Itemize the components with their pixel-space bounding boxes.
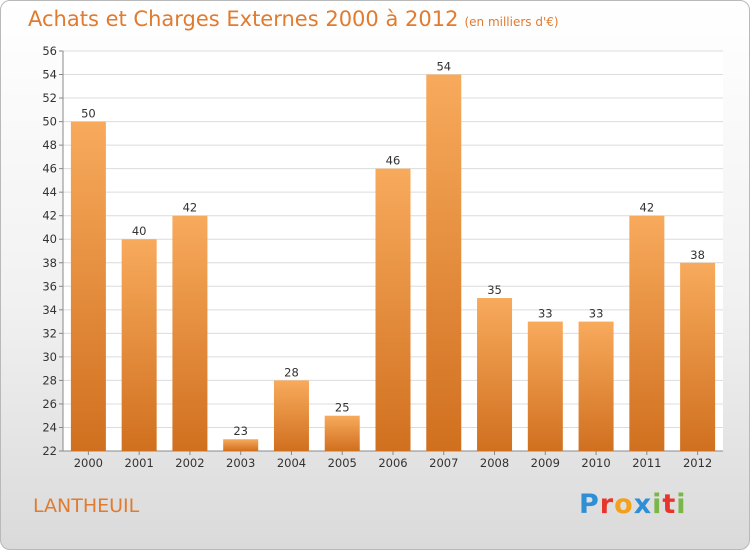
y-tick-label: 52 — [42, 91, 57, 105]
chart-title: Achats et Charges Externes 2000 à 2012 — [28, 7, 459, 31]
y-tick-label: 24 — [42, 420, 57, 434]
chart-subtitle: (en milliers d'€) — [464, 15, 559, 29]
y-tick-label: 34 — [42, 303, 57, 317]
x-tick-label-2009: 2009 — [531, 456, 560, 470]
x-tick-label-2006: 2006 — [378, 456, 407, 470]
y-tick-label: 38 — [42, 256, 57, 270]
y-tick-label: 56 — [42, 44, 57, 58]
y-tick-label: 26 — [42, 397, 57, 411]
y-tick-label: 30 — [42, 350, 57, 364]
y-tick-label: 40 — [42, 232, 57, 246]
y-tick-label: 28 — [42, 373, 57, 387]
y-tick-label: 50 — [42, 115, 57, 129]
y-tick-label: 32 — [42, 326, 57, 340]
y-tick-label: 36 — [42, 279, 57, 293]
bar-2005 — [324, 415, 360, 451]
data-label-2001: 40 — [132, 224, 147, 238]
data-label-2009: 33 — [538, 307, 553, 321]
data-label-2000: 50 — [81, 107, 96, 121]
bar-2009 — [527, 321, 563, 451]
y-tick-label: 46 — [42, 162, 57, 176]
y-tick-label: 42 — [42, 209, 57, 223]
y-tick-label: 22 — [42, 444, 57, 458]
data-label-2004: 28 — [284, 365, 299, 379]
x-tick-label-2008: 2008 — [480, 456, 509, 470]
x-tick-label-2002: 2002 — [175, 456, 204, 470]
data-label-2008: 35 — [487, 283, 502, 297]
data-label-2002: 42 — [183, 201, 198, 215]
bar-2000 — [70, 121, 106, 452]
x-tick-label-2004: 2004 — [277, 456, 306, 470]
data-label-2012: 38 — [690, 248, 705, 262]
proxiti-logo: Proxiti — [579, 489, 687, 520]
x-tick-label-2003: 2003 — [226, 456, 255, 470]
y-tick-label: 48 — [42, 138, 57, 152]
data-label-2005: 25 — [335, 401, 350, 415]
bar-2008 — [477, 298, 513, 451]
commune-name: LANTHEUIL — [33, 495, 140, 517]
bar-2006 — [375, 168, 411, 451]
x-tick-label-2007: 2007 — [429, 456, 458, 470]
data-label-2011: 42 — [640, 201, 655, 215]
bar-2011 — [629, 215, 665, 451]
y-tick-label: 54 — [42, 68, 57, 82]
y-tick-label: 44 — [42, 185, 57, 199]
bar-2012 — [680, 262, 716, 451]
x-tick-label-2010: 2010 — [581, 456, 610, 470]
data-label-2003: 23 — [233, 424, 248, 438]
bar-2007 — [426, 74, 462, 451]
x-tick-label-2005: 2005 — [328, 456, 357, 470]
x-tick-label-2011: 2011 — [632, 456, 661, 470]
x-tick-label-2001: 2001 — [125, 456, 154, 470]
chart-title-block: Achats et Charges Externes 2000 à 2012 (e… — [28, 7, 559, 31]
x-tick-label-2000: 2000 — [74, 456, 103, 470]
x-tick-label-2012: 2012 — [683, 456, 712, 470]
bar-2002 — [172, 215, 208, 451]
data-label-2007: 54 — [436, 60, 451, 74]
bar-2003 — [223, 439, 259, 451]
data-label-2010: 33 — [589, 307, 604, 321]
bar-2010 — [578, 321, 614, 451]
data-label-2006: 46 — [386, 154, 401, 168]
bar-2004 — [273, 380, 309, 451]
bar-2001 — [121, 239, 157, 451]
